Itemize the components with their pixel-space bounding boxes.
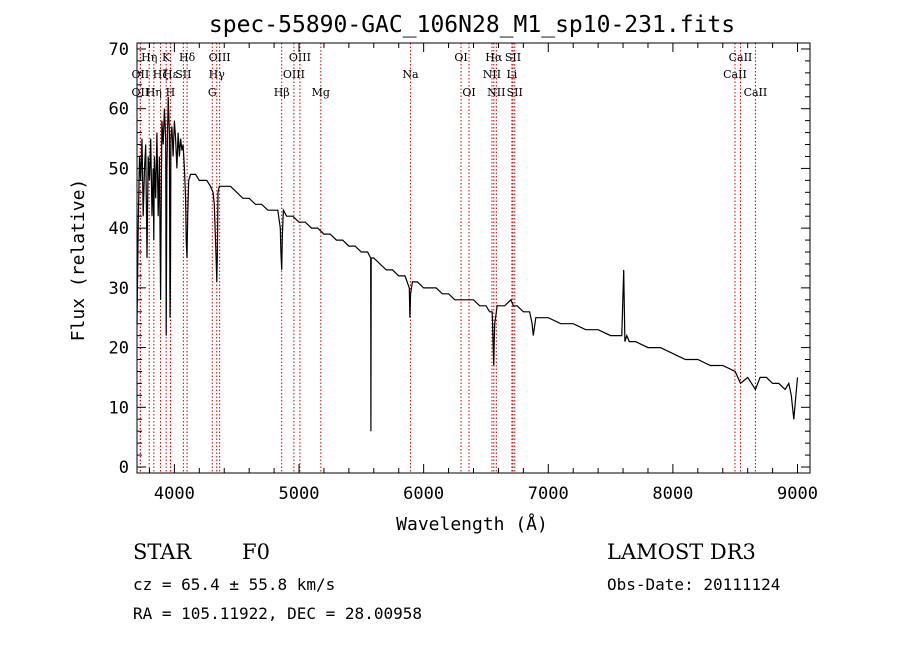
line-label-15: OIII	[289, 51, 311, 64]
series-flux	[136, 96, 799, 432]
x-tick-label-2: 6000	[403, 484, 444, 504]
spectral-subclass: F0	[242, 540, 270, 564]
line-label-20: NII	[483, 68, 501, 81]
line-label-1: OII	[132, 86, 150, 99]
line-label-13: Hβ	[274, 86, 290, 99]
line-label-27: CaII	[729, 51, 753, 64]
y-tick-label-1: 10	[109, 398, 129, 418]
survey-name: LAMOST DR3	[607, 540, 756, 564]
x-tick-label-5: 9000	[777, 484, 818, 504]
emission-line-markers	[139, 43, 756, 473]
line-label-7: Hε	[163, 68, 179, 81]
line-label-8: SII	[175, 68, 191, 81]
object-class: STAR	[133, 540, 192, 564]
observation-date: Obs-Date: 20111124	[607, 575, 781, 594]
line-label-9: Hδ	[179, 51, 196, 64]
y-tick-label-5: 50	[109, 159, 129, 179]
redshift-velocity: cz = 65.4 ± 55.8 km/s	[133, 575, 336, 594]
plot-frame	[136, 42, 811, 474]
line-label-6: H	[166, 86, 176, 99]
line-label-10: G	[208, 86, 217, 99]
emission-line-labels: OIIOIIHηHηHζKHHεSIIHδGHγOIIIHβOIIIOIIIMg…	[132, 51, 768, 99]
y-tick-label-4: 40	[109, 219, 129, 239]
line-label-28: CaII	[744, 86, 768, 99]
line-label-3: Hη	[146, 86, 162, 99]
line-label-23: Li	[506, 68, 517, 81]
line-label-26: CaII	[723, 68, 747, 81]
y-tick-label-0: 0	[119, 458, 129, 478]
line-label-11: Hγ	[209, 68, 226, 81]
line-label-14: OIII	[283, 68, 305, 81]
y-tick-label-6: 60	[109, 100, 129, 120]
y-tick-label-2: 20	[109, 339, 129, 359]
x-tick-label-0: 4000	[154, 484, 195, 504]
y-tick-label-3: 30	[109, 279, 129, 299]
line-label-2: Hη	[141, 51, 157, 64]
line-label-16: Mg	[312, 86, 330, 99]
line-label-24: SII	[505, 51, 521, 64]
x-axis-ticks: 4000 5000 6000 7000 8000 9000	[148, 43, 818, 504]
spectrum-series	[136, 96, 799, 432]
chart-title: spec-55890-GAC_106N28_M1_sp10-231.fits	[209, 12, 735, 38]
line-label-18: OI	[454, 51, 467, 64]
y-axis-ticks: 0 10 20 30 40 50 60 70	[109, 40, 810, 478]
x-tick-label-3: 7000	[528, 484, 569, 504]
line-label-0: OII	[132, 68, 150, 81]
line-label-25: SII	[507, 86, 523, 99]
line-label-5: K	[162, 51, 171, 64]
plot-axes	[136, 42, 811, 474]
sky-coordinates: RA = 105.11922, DEC = 28.00958	[133, 604, 422, 623]
line-label-21: Hα	[485, 51, 503, 64]
line-label-4: Hζ	[153, 68, 169, 81]
line-label-17: Na	[402, 68, 419, 81]
y-tick-label-7: 70	[109, 40, 129, 60]
x-axis-label: Wavelength (Å)	[396, 513, 548, 535]
line-label-22: NII	[487, 86, 505, 99]
x-tick-label-1: 5000	[279, 484, 320, 504]
x-tick-label-4: 8000	[652, 484, 693, 504]
line-label-12: OIII	[209, 51, 231, 64]
y-axis-label: Flux (relative)	[68, 179, 89, 342]
line-label-19: OI	[462, 86, 475, 99]
